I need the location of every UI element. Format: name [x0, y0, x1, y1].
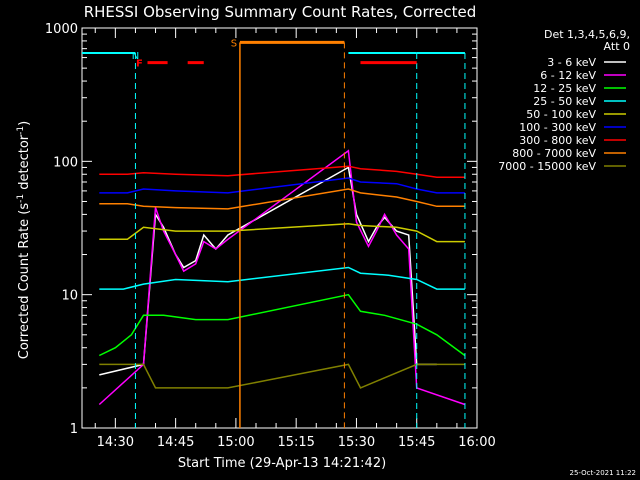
- legend-entry-label: 7000 - 15000 keV: [498, 160, 596, 173]
- series-line: [99, 188, 465, 210]
- series-line: [99, 363, 465, 389]
- y-tick-label: 10: [61, 289, 78, 304]
- flare-marker-label: F: [136, 59, 143, 70]
- x-tick-label: 14:30: [97, 435, 134, 450]
- x-tick-label: 15:45: [398, 435, 435, 450]
- series-line: [98, 293, 466, 357]
- x-tick-label: 15:00: [217, 435, 254, 450]
- night-marker-label: N: [132, 51, 139, 62]
- series-line: [99, 266, 465, 290]
- y-axis-label: Corrected Count Rate (s-1 detector-1): [16, 121, 32, 359]
- legend-entry-label: 800 - 7000 keV: [512, 147, 596, 160]
- y-tick-label: 1000: [45, 22, 78, 37]
- saa-marker-label: S: [231, 38, 237, 49]
- series-line: [99, 177, 465, 194]
- chart-title: RHESSI Observing Summary Count Rates, Co…: [84, 3, 477, 21]
- legend-entry-label: 6 - 12 keV: [540, 69, 596, 82]
- y-tick-label: 100: [53, 155, 78, 170]
- series-line: [99, 166, 437, 376]
- x-tick-label: 15:30: [338, 435, 375, 450]
- generation-timestamp: 25-Oct-2021 11:22: [570, 469, 636, 477]
- legend-entry-label: 300 - 800 keV: [519, 134, 596, 147]
- chart-marks: NF S: [82, 38, 466, 428]
- legend-entry-label: 3 - 6 keV: [547, 56, 596, 69]
- legend-entry-label: 25 - 50 keV: [533, 95, 596, 108]
- series-line: [99, 165, 465, 178]
- legend-header-detectors: Det 1,3,4,5,6,9,: [544, 28, 630, 41]
- x-tick-label: 16:00: [458, 435, 495, 450]
- series-line: [99, 223, 465, 243]
- legend-header-attenuator: Att 0: [604, 40, 630, 53]
- legend-entry-label: 50 - 100 keV: [526, 108, 596, 121]
- y-tick-label: 1: [70, 422, 78, 437]
- x-tick-label: 15:15: [277, 435, 314, 450]
- plot-frame: [81, 27, 478, 429]
- x-tick-label: 14:45: [157, 435, 194, 450]
- plot-axes: 1 10 100 1000 14:30 14:45 15:00 15:15 15:30 15:45…: [45, 22, 496, 450]
- series-line: [98, 149, 466, 406]
- legend-entry-label: 100 - 300 keV: [519, 121, 596, 134]
- legend-entry-label: 12 - 25 keV: [533, 82, 596, 95]
- x-axis-label: Start Time (29-Apr-13 14:21:42): [178, 456, 386, 471]
